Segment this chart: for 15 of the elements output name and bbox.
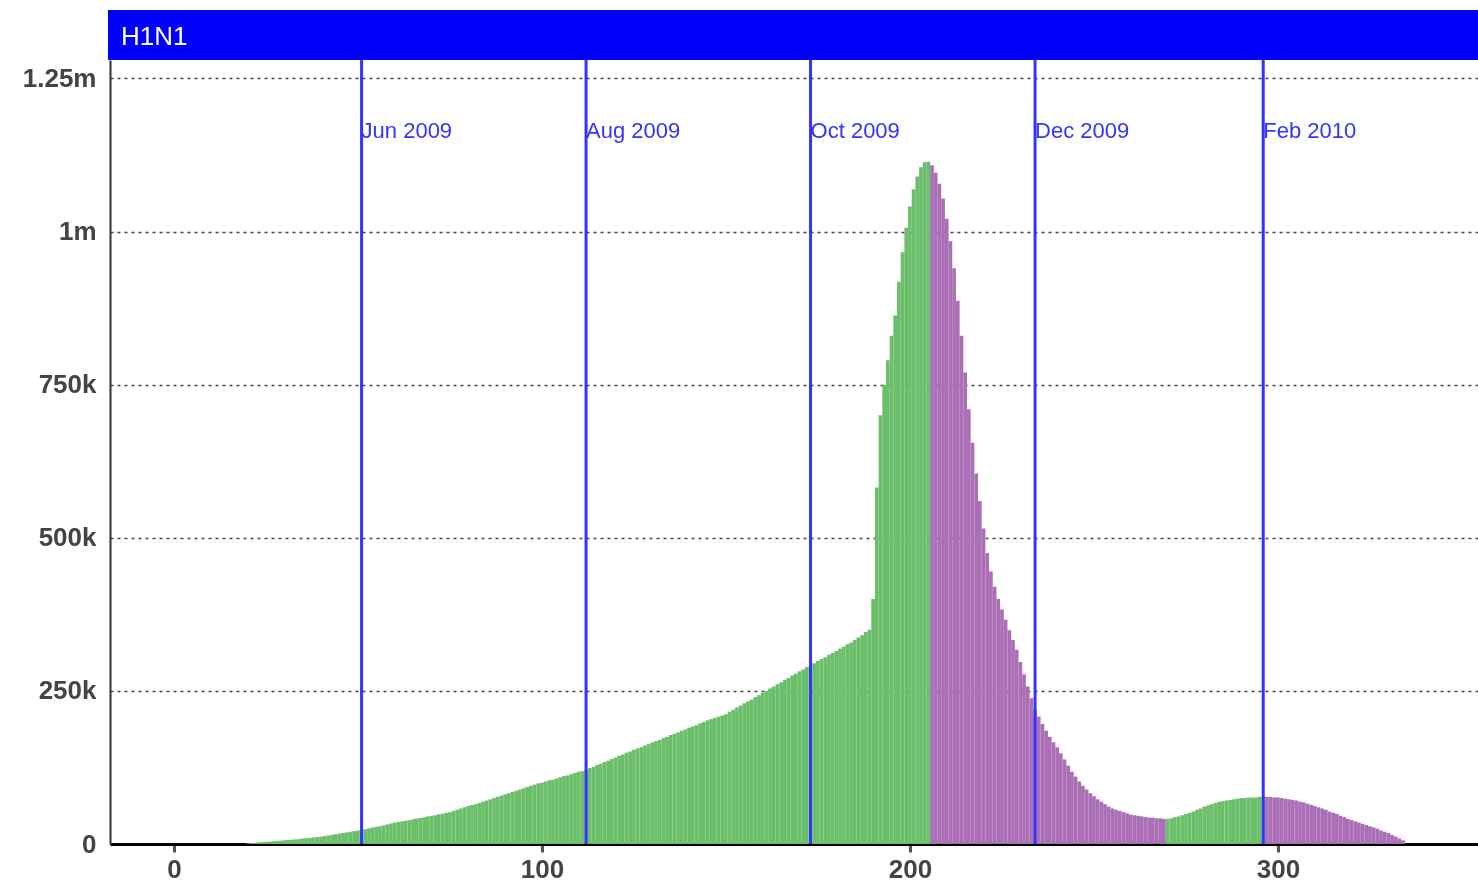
y-tick-label: 1m [58, 216, 97, 246]
ref-line-label: Feb 2010 [1263, 118, 1357, 143]
ref-line-label: Dec 2009 [1035, 118, 1130, 143]
x-tick-label: 300 [1256, 853, 1301, 884]
y-tick-label: 0 [82, 828, 97, 859]
ref-line-label: Oct 2009 [810, 118, 900, 143]
x-tick-label: 200 [888, 853, 933, 884]
x-tick-label: 0 [167, 853, 182, 884]
y-tick-label: 500k [38, 522, 98, 553]
chart-title: H1N1 [108, 10, 1478, 60]
y-tick-label: 750k [38, 369, 98, 400]
y-tick-label: 250k [38, 675, 98, 706]
ref-line-label: Jun 2009 [361, 118, 453, 143]
y-tick-label: 1.25m [22, 62, 97, 93]
x-tick-label: 100 [520, 853, 565, 884]
